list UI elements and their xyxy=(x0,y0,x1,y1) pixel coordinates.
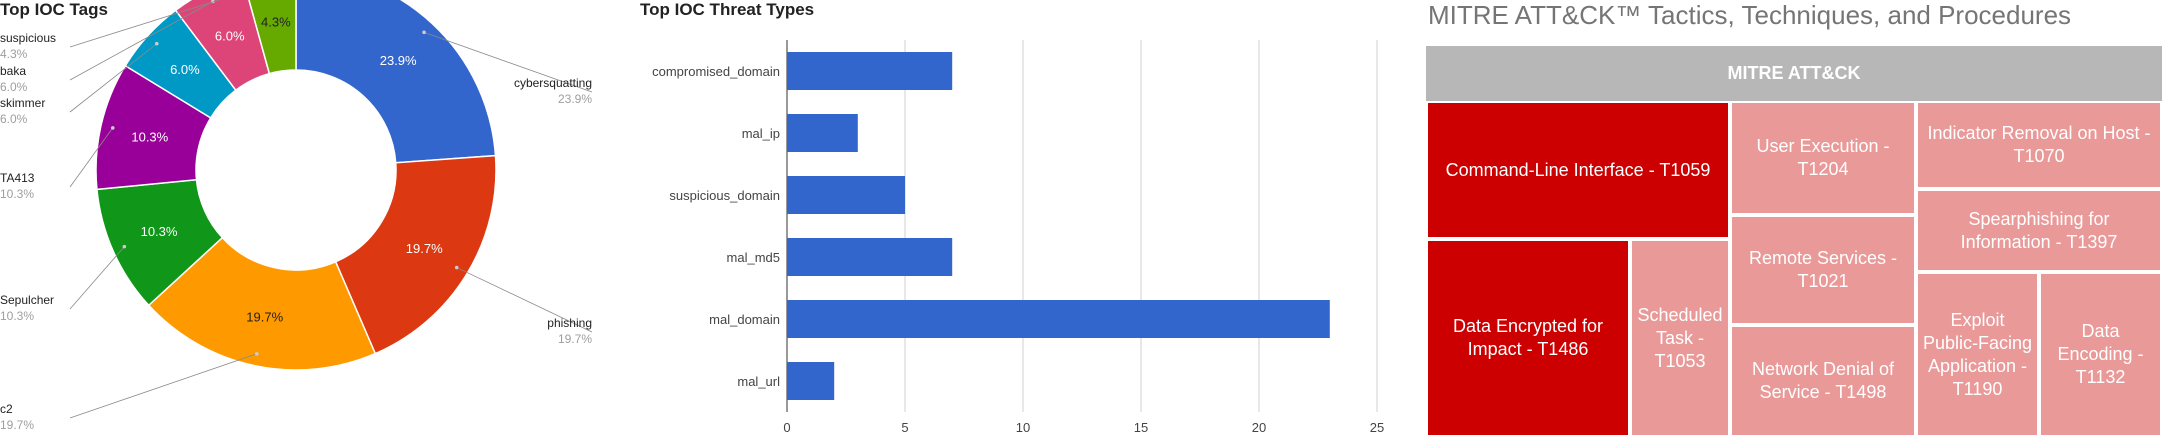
ioc-threat-types-chart: Top IOC Threat Types 0 5 10 15 20 25 compromis… xyxy=(640,0,1400,439)
donut-slice-2[interactable] xyxy=(147,236,377,371)
mitre-treemap: MITRE ATT&CK™ Tactics, Techniques, and P… xyxy=(1426,0,2165,439)
category-label-mal_domain: mal_domain xyxy=(709,312,780,327)
legend-label-0: cybersquatting xyxy=(514,76,592,90)
donut-slice-label-0: 23.9% xyxy=(380,53,417,68)
legend-percent-1: 19.7% xyxy=(558,332,592,346)
donut-slice-0[interactable] xyxy=(295,0,497,164)
bar-svg: 0 5 10 15 20 25 compromised_domain mal_ipsuspic… xyxy=(652,40,1384,435)
legend-label-5: skimmer xyxy=(0,96,45,110)
leader-line-6 xyxy=(69,1,214,81)
treemap-node-9[interactable]: Data Encoding - T1132 xyxy=(2039,272,2162,437)
x-tick-label-3: 15 xyxy=(1134,420,1148,435)
leader-line-4 xyxy=(69,127,114,188)
legend-label-4: TA413 xyxy=(0,171,35,185)
bar-suspicious_domain[interactable] xyxy=(787,176,905,214)
chart-title: MITRE ATT&CK™ Tactics, Techniques, and P… xyxy=(1428,0,2072,30)
category-label-suspicious_domain: suspicious_domain xyxy=(669,188,780,203)
treemap-node-6[interactable]: Indicator Removal on Host - T1070 xyxy=(1916,101,2162,189)
donut-slice-label-1: 19.7% xyxy=(406,241,443,256)
donut-slice-label-7: 4.3% xyxy=(261,14,291,29)
treemap-node-5[interactable]: Network Denial of Service - T1498 xyxy=(1730,325,1916,437)
treemap-node-1[interactable]: Data Encrypted for Impact - T1486 xyxy=(1426,239,1630,437)
treemap-node-4[interactable]: Remote Services - T1021 xyxy=(1730,215,1916,325)
bar-mal_md5[interactable] xyxy=(787,238,953,276)
category-label-mal_ip: mal_ip xyxy=(742,126,780,141)
leader-line-1 xyxy=(456,267,593,333)
x-tick-label-1: 5 xyxy=(901,420,908,435)
donut-slice-label-5: 6.0% xyxy=(170,62,200,77)
bar-compromised_domain[interactable] xyxy=(787,52,953,90)
treemap-root-header[interactable]: MITRE ATT&CK xyxy=(1426,46,2162,101)
legend-percent-5: 6.0% xyxy=(0,112,28,126)
bar-mal_ip[interactable] xyxy=(787,114,858,152)
legend-percent-2: 19.7% xyxy=(0,418,34,432)
legend-label-6: baka xyxy=(0,64,26,78)
donut-slice-1[interactable] xyxy=(334,154,497,355)
legend-percent-6: 6.0% xyxy=(0,80,28,94)
legend-label-3: Sepulcher xyxy=(0,293,54,307)
treemap-node-3[interactable]: User Execution - T1204 xyxy=(1730,101,1916,215)
x-tick-label-5: 25 xyxy=(1370,420,1384,435)
chart-title: Top IOC Threat Types xyxy=(640,0,815,19)
donut-slice-label-2: 19.7% xyxy=(246,310,283,325)
treemap-node-7[interactable]: Spearphishing for Information - T1397 xyxy=(1916,189,2162,272)
category-label-mal_md5: mal_md5 xyxy=(727,250,780,265)
bar-mal_domain[interactable] xyxy=(787,300,1330,338)
leader-line-5 xyxy=(69,43,158,113)
x-tick-label-4: 20 xyxy=(1252,420,1266,435)
leader-line-7 xyxy=(69,0,221,48)
legend-percent-0: 23.9% xyxy=(558,92,592,106)
treemap-node-2[interactable]: Scheduled Task - T1053 xyxy=(1630,239,1730,437)
donut-slice-label-3: 10.3% xyxy=(141,224,178,239)
leader-line-2 xyxy=(69,353,257,419)
legend-percent-4: 10.3% xyxy=(0,187,34,201)
x-tick-label-2: 10 xyxy=(1016,420,1030,435)
legend-label-1: phishing xyxy=(547,316,592,330)
donut-slice-label-6: 6.0% xyxy=(215,28,245,43)
chart-title: Top IOC Tags xyxy=(0,0,108,19)
bar-mal_url[interactable] xyxy=(787,362,835,400)
ioc-tags-chart: Top IOC Tags 23.9% cybersquatting 23.9% 19.… xyxy=(0,0,640,439)
donut-slice-7[interactable] xyxy=(243,0,297,75)
donut-svg: 23.9% cybersquatting 23.9% 19.7% phishing 19.… xyxy=(0,0,593,432)
leader-line-3 xyxy=(69,246,125,310)
legend-label-2: c2 xyxy=(0,402,13,416)
donut-slice-6[interactable] xyxy=(174,0,271,92)
category-label-mal_url: mal_url xyxy=(737,374,780,389)
category-label-compromised_domain: compromised_domain xyxy=(652,64,780,79)
leader-line-0 xyxy=(423,31,593,93)
legend-percent-3: 10.3% xyxy=(0,309,34,323)
treemap-node-0[interactable]: Command-Line Interface - T1059 xyxy=(1426,101,1730,239)
x-tick-label-0: 0 xyxy=(783,420,790,435)
donut-slice-label-4: 10.3% xyxy=(131,129,168,144)
legend-label-7: suspicious xyxy=(0,31,56,45)
treemap-node-8[interactable]: Exploit Public-Facing Application - T119… xyxy=(1916,272,2039,437)
legend-percent-7: 4.3% xyxy=(0,47,28,61)
